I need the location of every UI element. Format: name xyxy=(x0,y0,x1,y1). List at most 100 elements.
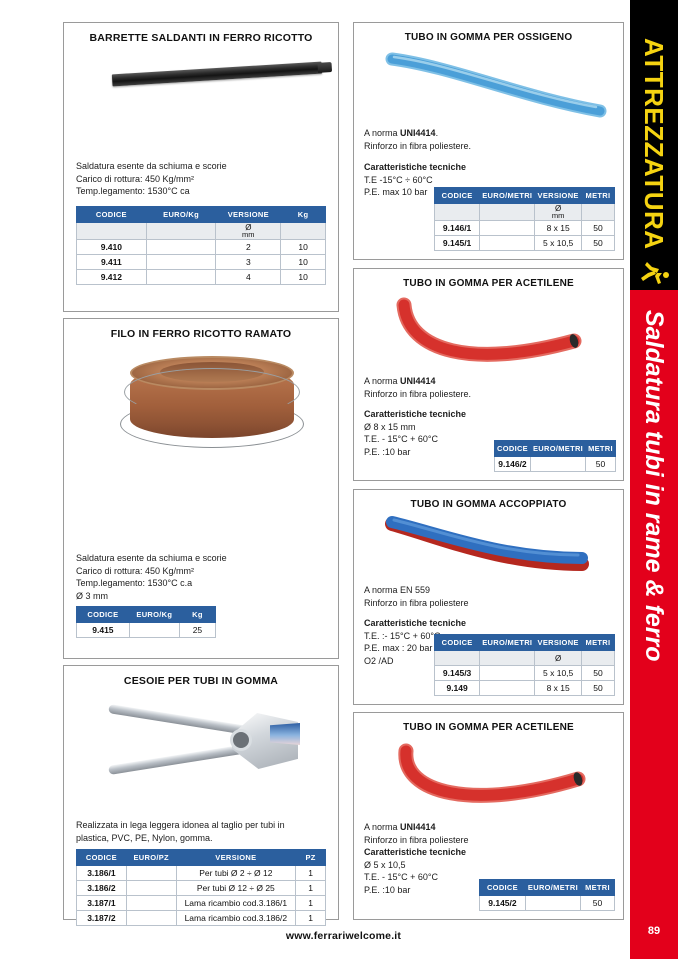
cell-kg: 10 xyxy=(280,238,326,255)
cell-version: Per tubi Ø 12 ÷ Ø 25 xyxy=(175,880,297,896)
cell-code: 3.187/1 xyxy=(76,895,127,911)
table-row: 3.187/2 Lama ricambio cod.3.186/2 1 xyxy=(76,910,326,926)
panel-tubo-accoppiato: TUBO IN GOMMA ACCOPPIATO A norma EN 559 … xyxy=(353,489,624,705)
product-table: CODICE EURO/Kg Kg 9.415 25 xyxy=(76,606,217,638)
sub-cell xyxy=(76,221,147,240)
sub-cell xyxy=(433,203,481,221)
cell-pz: 1 xyxy=(295,865,326,881)
cell-code: 3.187/2 xyxy=(76,910,127,926)
spec-title: Caratteristiche tecniche xyxy=(364,618,467,628)
desc-line: Saldatura esente da schiuma e scorie xyxy=(76,161,227,171)
norm-suffix: . xyxy=(435,128,439,138)
panel-specs: A norma EN 559 Rinforzo in fibra poliest… xyxy=(364,584,623,667)
table-row: 9.145/1 5 x 10,5 50 xyxy=(433,235,616,251)
cell-price xyxy=(125,865,177,881)
desc-line: Carico di rottura: 450 Kg/mm² xyxy=(76,173,195,184)
sub-cell xyxy=(280,221,326,240)
panel-title: CESOIE PER TUBI IN GOMMA xyxy=(123,675,279,687)
norm-line: A norma EN 559 xyxy=(364,585,431,595)
panel-barrette-saldanti: BARRETTE SALDANTI IN FERRO RICOTTO Salda… xyxy=(63,22,339,312)
reinforce-line: Rinforzo in fibra poliestere xyxy=(364,597,469,608)
product-table: CODICE EURO/PZ VERSIONE PZ 3.186/1 Per t… xyxy=(76,849,326,926)
cell-price xyxy=(524,895,582,911)
cell-code: 9.146/2 xyxy=(494,456,531,472)
cell-price xyxy=(125,895,177,911)
cell-pz: 1 xyxy=(295,910,326,926)
spec-line: T.E. - 15°C + 60°C xyxy=(364,872,438,882)
twin-blue-red-hose-image xyxy=(354,510,623,582)
table-row: 3.187/1 Lama ricambio cod.3.186/1 1 xyxy=(76,895,326,911)
panel-description: Saldatura esente da schiuma e scorie Car… xyxy=(76,552,338,602)
table-header-row: CODICE EURO/METRI METRI xyxy=(494,440,616,457)
col-codice: CODICE xyxy=(76,849,127,866)
sub-cell xyxy=(580,650,616,666)
col-kg: Kg xyxy=(280,205,326,223)
col-versione: VERSIONE xyxy=(175,849,297,866)
desc-line: Temp.legamento: 1530°C c.a xyxy=(76,578,193,588)
cell-price xyxy=(529,456,587,472)
spec-line: P.E. max 10 bar xyxy=(364,187,428,197)
col-codice: CODICE xyxy=(479,879,526,896)
norm-line: A norma UNI4414. xyxy=(364,127,623,140)
col-versione: VERSIONE xyxy=(534,634,582,651)
col-euro: EURO/METRI xyxy=(524,879,582,896)
footer-website[interactable]: www.ferrariwelcome.it xyxy=(285,930,402,942)
table-header-row: CODICE EURO/Kg Kg xyxy=(76,606,217,623)
cell-price xyxy=(479,220,536,236)
col-codice: CODICE xyxy=(76,205,147,223)
col-metri: METRI xyxy=(580,634,616,651)
col-codice: CODICE xyxy=(76,606,130,623)
panel-title: TUBO IN GOMMA ACCOPPIATO xyxy=(410,499,567,510)
red-acetylene-hose-image xyxy=(354,733,623,819)
spec-title: Caratteristiche tecniche xyxy=(364,409,467,419)
panel-filo-ferro-ramato: FILO IN FERRO RICOTTO RAMATO Saldatura e… xyxy=(63,318,339,659)
cell-version: 4 xyxy=(215,268,282,285)
norm-line: A norma UNI4414 xyxy=(364,821,623,834)
cell-metri: 50 xyxy=(580,220,616,236)
cell-code: 3.186/2 xyxy=(76,880,127,896)
table-header-row: CODICE EURO/METRI VERSIONE METRI xyxy=(433,634,616,651)
table-row: 9.149 8 x 15 50 xyxy=(433,680,616,696)
sidebar-red-band xyxy=(630,290,678,959)
cell-code: 9.146/1 xyxy=(433,220,481,236)
col-metri: METRI xyxy=(580,879,615,896)
sub-cell xyxy=(479,650,536,666)
panel-title: BARRETTE SALDANTI IN FERRO RICOTTO xyxy=(89,32,313,44)
spec-line: P.E. max : 20 bar xyxy=(364,643,433,653)
cell-code: 9.149 xyxy=(433,680,481,696)
table-subheader-row: Ø xyxy=(433,650,616,666)
red-acetylene-hose-image xyxy=(354,289,623,373)
desc-line: Temp.legamento: 1530°C ca xyxy=(76,186,190,196)
table-row: 9.411 3 10 xyxy=(76,253,326,270)
cell-metri: 50 xyxy=(585,456,616,472)
spec-line: T.E. - 15°C + 60°C xyxy=(364,434,438,444)
spec-line: Ø 5 x 10,5 xyxy=(364,859,406,870)
cell-code: 9.145/1 xyxy=(433,235,481,251)
col-codice: CODICE xyxy=(433,634,481,651)
cell-metri: 50 xyxy=(580,680,616,696)
desc-line: Carico di rottura: 450 Kg/mm² xyxy=(76,565,195,576)
product-table: CODICE EURO/METRI METRI 9.145/2 50 xyxy=(479,879,615,911)
cell-version: 5 x 10,5 xyxy=(534,235,582,251)
spec-line: P.E. :10 bar xyxy=(364,884,411,895)
cell-version: 8 x 15 xyxy=(534,680,582,696)
panel-specs: A norma UNI4414. Rinforzo in fibra polie… xyxy=(364,127,623,199)
table-row: 9.415 25 xyxy=(76,622,217,638)
panel-cesoie-tubi-gomma: CESOIE PER TUBI IN GOMMA Realizzata in l… xyxy=(63,665,339,926)
sub-cell xyxy=(479,203,536,221)
cell-metri: 50 xyxy=(580,895,615,911)
norm-code: UNI4414 xyxy=(400,128,436,138)
cell-code: 9.145/2 xyxy=(479,895,526,911)
panel-title: TUBO IN GOMMA PER OSSIGENO xyxy=(404,32,573,43)
norm-prefix: A norma xyxy=(364,822,401,832)
desc-line: plastica, PVC, PE, Nylon, gomma. xyxy=(76,832,213,843)
sub-cell xyxy=(580,203,616,221)
cell-version: Lama ricambio cod.3.186/2 xyxy=(175,910,297,926)
panel-specs: A norma UNI4414 Rinforzo in fibra polies… xyxy=(364,375,623,458)
cell-code: 9.410 xyxy=(76,238,147,255)
